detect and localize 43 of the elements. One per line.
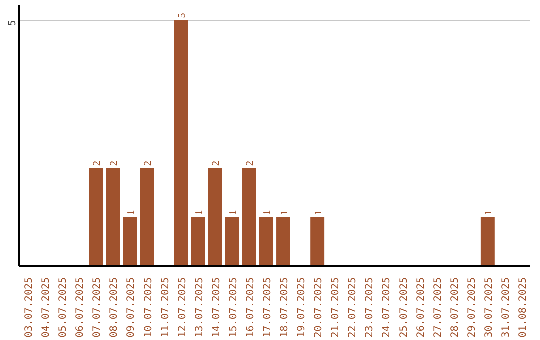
x-tick-label: 16.07.2025 [245, 277, 256, 338]
data-label: 2 [108, 161, 120, 166]
x-tick-label: 29.07.2025 [466, 277, 478, 338]
x-tick-label: 01.08.2025 [518, 277, 529, 338]
x-tick-label: 12.07.2025 [177, 277, 188, 338]
x-tick-label: 05.07.2025 [58, 277, 70, 338]
data-label: 1 [279, 210, 290, 216]
x-tick-label: 03.07.2025 [24, 277, 36, 338]
x-tick-label: 24.07.2025 [382, 277, 393, 338]
x-tick-label: 18.07.2025 [280, 277, 291, 338]
x-tick-label: 27.07.2025 [432, 277, 444, 338]
x-tick-label: 09.07.2025 [126, 277, 138, 338]
data-label: 2 [245, 161, 256, 166]
x-tick-label: 13.07.2025 [194, 277, 206, 338]
x-tick-label: 06.07.2025 [75, 277, 86, 338]
x-tick-label: 15.07.2025 [228, 277, 240, 338]
data-label: 1 [484, 210, 495, 216]
x-tick-label: 04.07.2025 [41, 277, 52, 338]
data-label: 1 [262, 210, 274, 216]
data-label: 2 [92, 161, 103, 166]
data-label: 2 [142, 161, 154, 166]
x-tick-label: 30.07.2025 [484, 277, 495, 338]
data-label: 1 [228, 210, 240, 216]
x-tick-label: 23.07.2025 [364, 277, 376, 338]
x-tick-label: 25.07.2025 [398, 277, 410, 338]
x-tick-label: 07.07.2025 [92, 277, 104, 338]
x-tick-label: 19.07.2025 [296, 277, 308, 338]
data-label: 1 [313, 210, 324, 216]
x-tick-label: 10.07.2025 [143, 277, 154, 338]
data-label: 5 [177, 13, 188, 18]
x-tick-label: 31.07.2025 [500, 277, 512, 338]
x-tick-label: 17.07.2025 [262, 277, 274, 338]
x-tick-label: 20.07.2025 [314, 277, 325, 338]
data-label: 1 [194, 210, 206, 216]
x-tick-label: 21.07.2025 [330, 277, 342, 338]
x-tick-label: 14.07.2025 [211, 277, 222, 338]
data-label: 1 [126, 210, 137, 216]
x-tick-label: 11.07.2025 [160, 277, 172, 338]
x-tick-label: 28.07.2025 [450, 277, 461, 338]
x-tick-label: 08.07.2025 [109, 277, 120, 338]
data-label: 2 [211, 161, 222, 166]
x-tick-label: 26.07.2025 [416, 277, 427, 338]
x-tick-label: 22.07.2025 [348, 277, 359, 338]
